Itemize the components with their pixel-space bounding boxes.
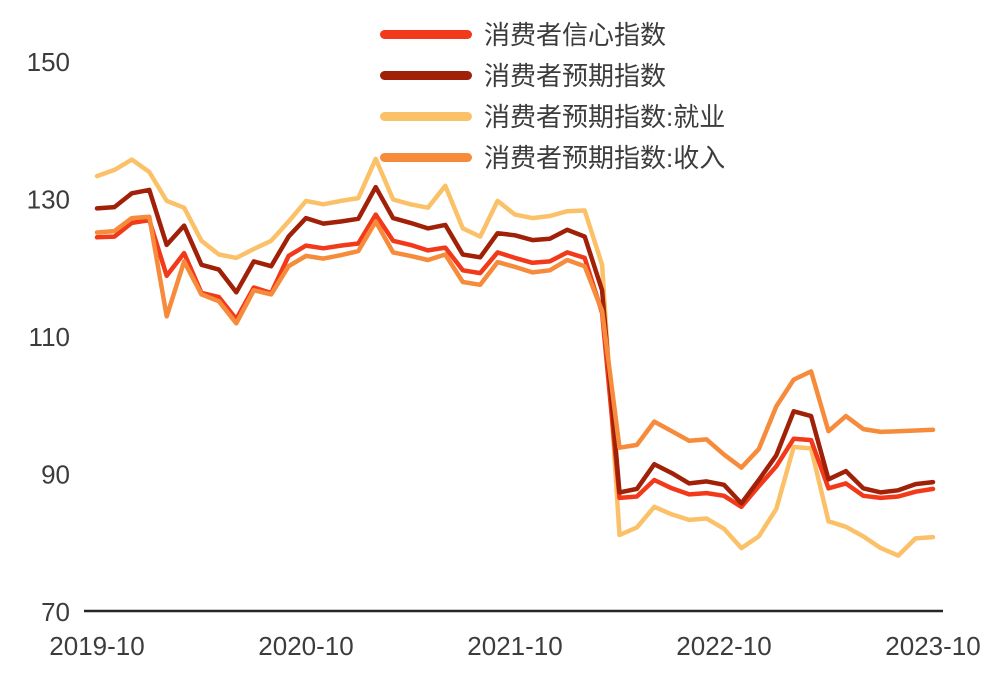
legend-label: 消费者信心指数 [484,19,667,50]
y-tick-label-130: 130 [27,185,70,215]
legend-swatch-line-icon [380,30,472,39]
x-tick-label-2021-10: 2021-10 [467,631,562,661]
legend-swatch-line-icon [380,112,472,121]
legend-swatch-line-icon [380,153,472,162]
legend-item-0: 消费者信心指数 [380,14,725,55]
legend-label: 消费者预期指数 [484,60,667,91]
y-tick-label-90: 90 [41,460,70,490]
legend-item-2: 消费者预期指数:就业 [380,96,725,137]
y-tick-label-150: 150 [27,47,70,77]
legend-label: 消费者预期指数:收入 [484,142,726,173]
series-line-confidence [94,212,936,510]
x-tick-label-2023-10: 2023-10 [885,631,980,661]
chart-legend: 消费者信心指数 消费者预期指数消费者预期指数:就业 消费者预期指数:收入 [380,14,725,178]
y-tick-label-70: 70 [41,597,70,627]
x-tick-label-2019-10: 2019-10 [49,631,144,661]
series-line-expectation-income [94,214,936,470]
series-line-expectation [94,184,936,506]
legend-item-3: 消费者预期指数:收入 [380,137,725,178]
x-tick-label-2020-10: 2020-10 [258,631,353,661]
legend-swatch-line-icon [380,71,472,80]
x-tick-label-2022-10: 2022-10 [676,631,771,661]
series-line-expectation-employment [94,156,936,558]
legend-item-1: 消费者预期指数 [380,55,725,96]
y-tick-label-110: 110 [29,322,70,352]
legend-label: 消费者预期指数:就业 [484,101,726,132]
